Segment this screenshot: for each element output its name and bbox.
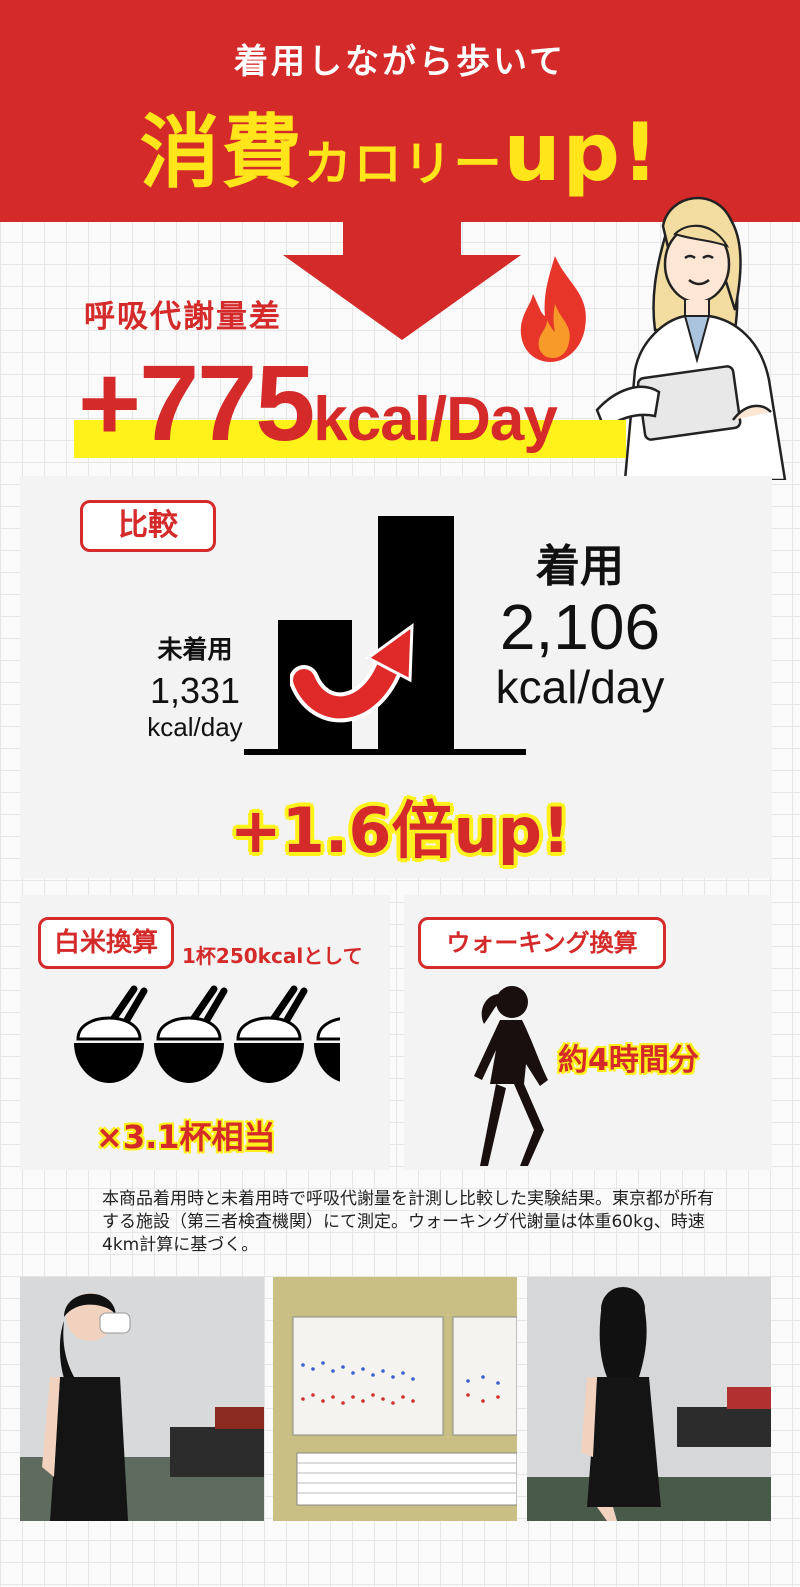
rice-note: 1杯250kcalとして: [182, 944, 363, 968]
down-arrow-shaft: [343, 210, 461, 258]
bar-baseline: [244, 749, 526, 755]
metabolism-label: 呼吸代謝量差: [84, 299, 282, 335]
yellow-highlight: [74, 420, 626, 458]
wearing-value: 2,106: [499, 591, 661, 663]
rice-bowl-icons: [74, 985, 340, 1090]
curved-arrow-icon: [290, 622, 414, 723]
photo-subject-back: [527, 1277, 771, 1521]
metabolism-value: +775kcal/Day: [78, 340, 558, 465]
headline-mid: カロリー: [303, 136, 504, 192]
headline-big: 消費: [139, 106, 304, 199]
down-arrow-icon: [283, 255, 521, 340]
wearing-label: 着用: [536, 541, 624, 592]
photo-subject-front: [20, 1277, 264, 1521]
metabolism-unit: kcal/Day: [313, 385, 558, 454]
header-headline: 消費カロリーup!: [60, 88, 740, 204]
comparison-result: +1.6倍up!: [229, 794, 571, 867]
metabolism-number: +775: [78, 342, 315, 463]
rice-bowl-icon: [74, 985, 148, 1083]
rice-bowls: [74, 985, 340, 1090]
header-subtitle: 着用しながら歩いて: [234, 42, 566, 82]
not-wearing-value: 1,331: [149, 670, 241, 711]
bar-wearing: [378, 516, 454, 752]
walking-equivalent: 約4時間分: [558, 1043, 699, 1078]
rice-tag: 白米換算: [38, 917, 174, 969]
doctor-illustration: [595, 196, 787, 480]
not-wearing-unit: kcal/day: [147, 712, 243, 742]
flame-icon: [520, 256, 586, 362]
walking-woman-icon: [474, 986, 548, 1166]
headline-up: up!: [503, 106, 661, 199]
comparison-tag: 比較: [80, 500, 216, 552]
wearing-unit: kcal/day: [495, 661, 665, 713]
header-band: [0, 0, 800, 222]
photo-measurement-screen: [273, 1277, 517, 1521]
rice-equivalent: ×3.1杯相当: [96, 1118, 276, 1156]
not-wearing-label: 未着用: [157, 635, 233, 664]
experiment-footnote: 本商品着用時と未着用時で呼吸代謝量を計測し比較した実験結果。東京都が所有する施設…: [102, 1189, 714, 1255]
walking-tag: ウォーキング換算: [418, 917, 666, 969]
